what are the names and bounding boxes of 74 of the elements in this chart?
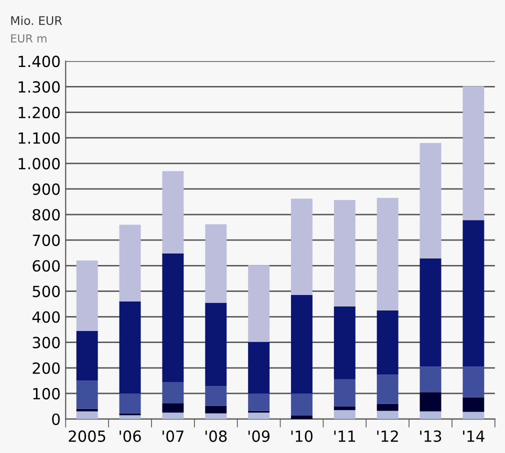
bar bbox=[76, 408, 98, 412]
bar bbox=[334, 200, 356, 307]
bar bbox=[420, 366, 442, 392]
bar bbox=[248, 412, 270, 420]
bar bbox=[462, 86, 484, 220]
chart-subtitle: EUR m bbox=[11, 34, 46, 43]
y-tick-label: 100 bbox=[33, 388, 60, 400]
bar bbox=[334, 379, 356, 406]
x-tick-label: '10 bbox=[291, 430, 313, 442]
bar bbox=[334, 306, 356, 380]
x-tick-label: '13 bbox=[420, 430, 442, 442]
y-tick-label: 1.300 bbox=[18, 81, 60, 93]
y-tick-label: 700 bbox=[32, 234, 60, 246]
y-tick-label: 1.200 bbox=[18, 106, 60, 118]
bar bbox=[162, 412, 184, 420]
y-tick-label: 1.100 bbox=[18, 132, 60, 144]
x-tick-label: 2005 bbox=[68, 430, 106, 442]
bar bbox=[420, 258, 442, 367]
bar bbox=[291, 295, 312, 394]
bar bbox=[334, 410, 356, 420]
bar bbox=[462, 220, 484, 367]
bar bbox=[334, 406, 356, 410]
bar bbox=[420, 411, 442, 420]
y-tick-label: 300 bbox=[32, 336, 60, 348]
bar bbox=[376, 310, 398, 375]
bar bbox=[205, 413, 227, 420]
x-tick-label: '14 bbox=[463, 430, 484, 442]
bar bbox=[76, 380, 98, 409]
bar bbox=[420, 142, 442, 258]
bar bbox=[119, 301, 141, 394]
x-tick-label: '09 bbox=[248, 430, 270, 442]
bar bbox=[291, 415, 312, 420]
bar bbox=[205, 224, 227, 303]
bar bbox=[162, 253, 184, 382]
bar bbox=[376, 374, 398, 404]
bar bbox=[162, 403, 184, 413]
bar bbox=[248, 342, 270, 394]
y-tick-label: 1.400 bbox=[18, 56, 60, 68]
bar bbox=[248, 393, 270, 411]
x-tick-label: '08 bbox=[206, 430, 227, 442]
bar bbox=[462, 397, 484, 412]
y-tick-label: 800 bbox=[32, 208, 60, 221]
bar bbox=[119, 415, 141, 420]
y-tick-label: 600 bbox=[32, 260, 60, 272]
y-tick-label: 200 bbox=[32, 362, 60, 374]
bar bbox=[205, 386, 227, 406]
x-tick-label: '06 bbox=[120, 430, 141, 442]
y-tick-label: 1.000 bbox=[18, 158, 60, 170]
bar bbox=[76, 411, 98, 420]
bar bbox=[162, 171, 184, 254]
chart-title: Mio. EUR bbox=[11, 16, 62, 25]
y-tick-label: 400 bbox=[32, 311, 60, 323]
bar bbox=[205, 302, 227, 386]
x-tick-label: '11 bbox=[334, 430, 356, 442]
bar bbox=[76, 260, 98, 331]
bar bbox=[119, 393, 141, 414]
bar bbox=[76, 330, 98, 381]
y-tick-label: 0 bbox=[52, 413, 60, 426]
x-tick-label: '07 bbox=[162, 430, 184, 442]
bar bbox=[205, 406, 227, 414]
bar bbox=[119, 224, 141, 302]
bar bbox=[376, 198, 398, 310]
bar bbox=[376, 404, 398, 411]
bar bbox=[462, 412, 484, 420]
bar bbox=[291, 198, 312, 296]
bar bbox=[248, 265, 270, 342]
y-tick-label: 500 bbox=[32, 286, 60, 298]
y-tick-label: 900 bbox=[32, 183, 60, 195]
bar bbox=[420, 392, 442, 412]
bar bbox=[291, 393, 312, 416]
bar bbox=[376, 410, 398, 420]
bar bbox=[462, 366, 484, 398]
bar bbox=[162, 382, 184, 404]
x-tick-label: '12 bbox=[377, 430, 398, 442]
